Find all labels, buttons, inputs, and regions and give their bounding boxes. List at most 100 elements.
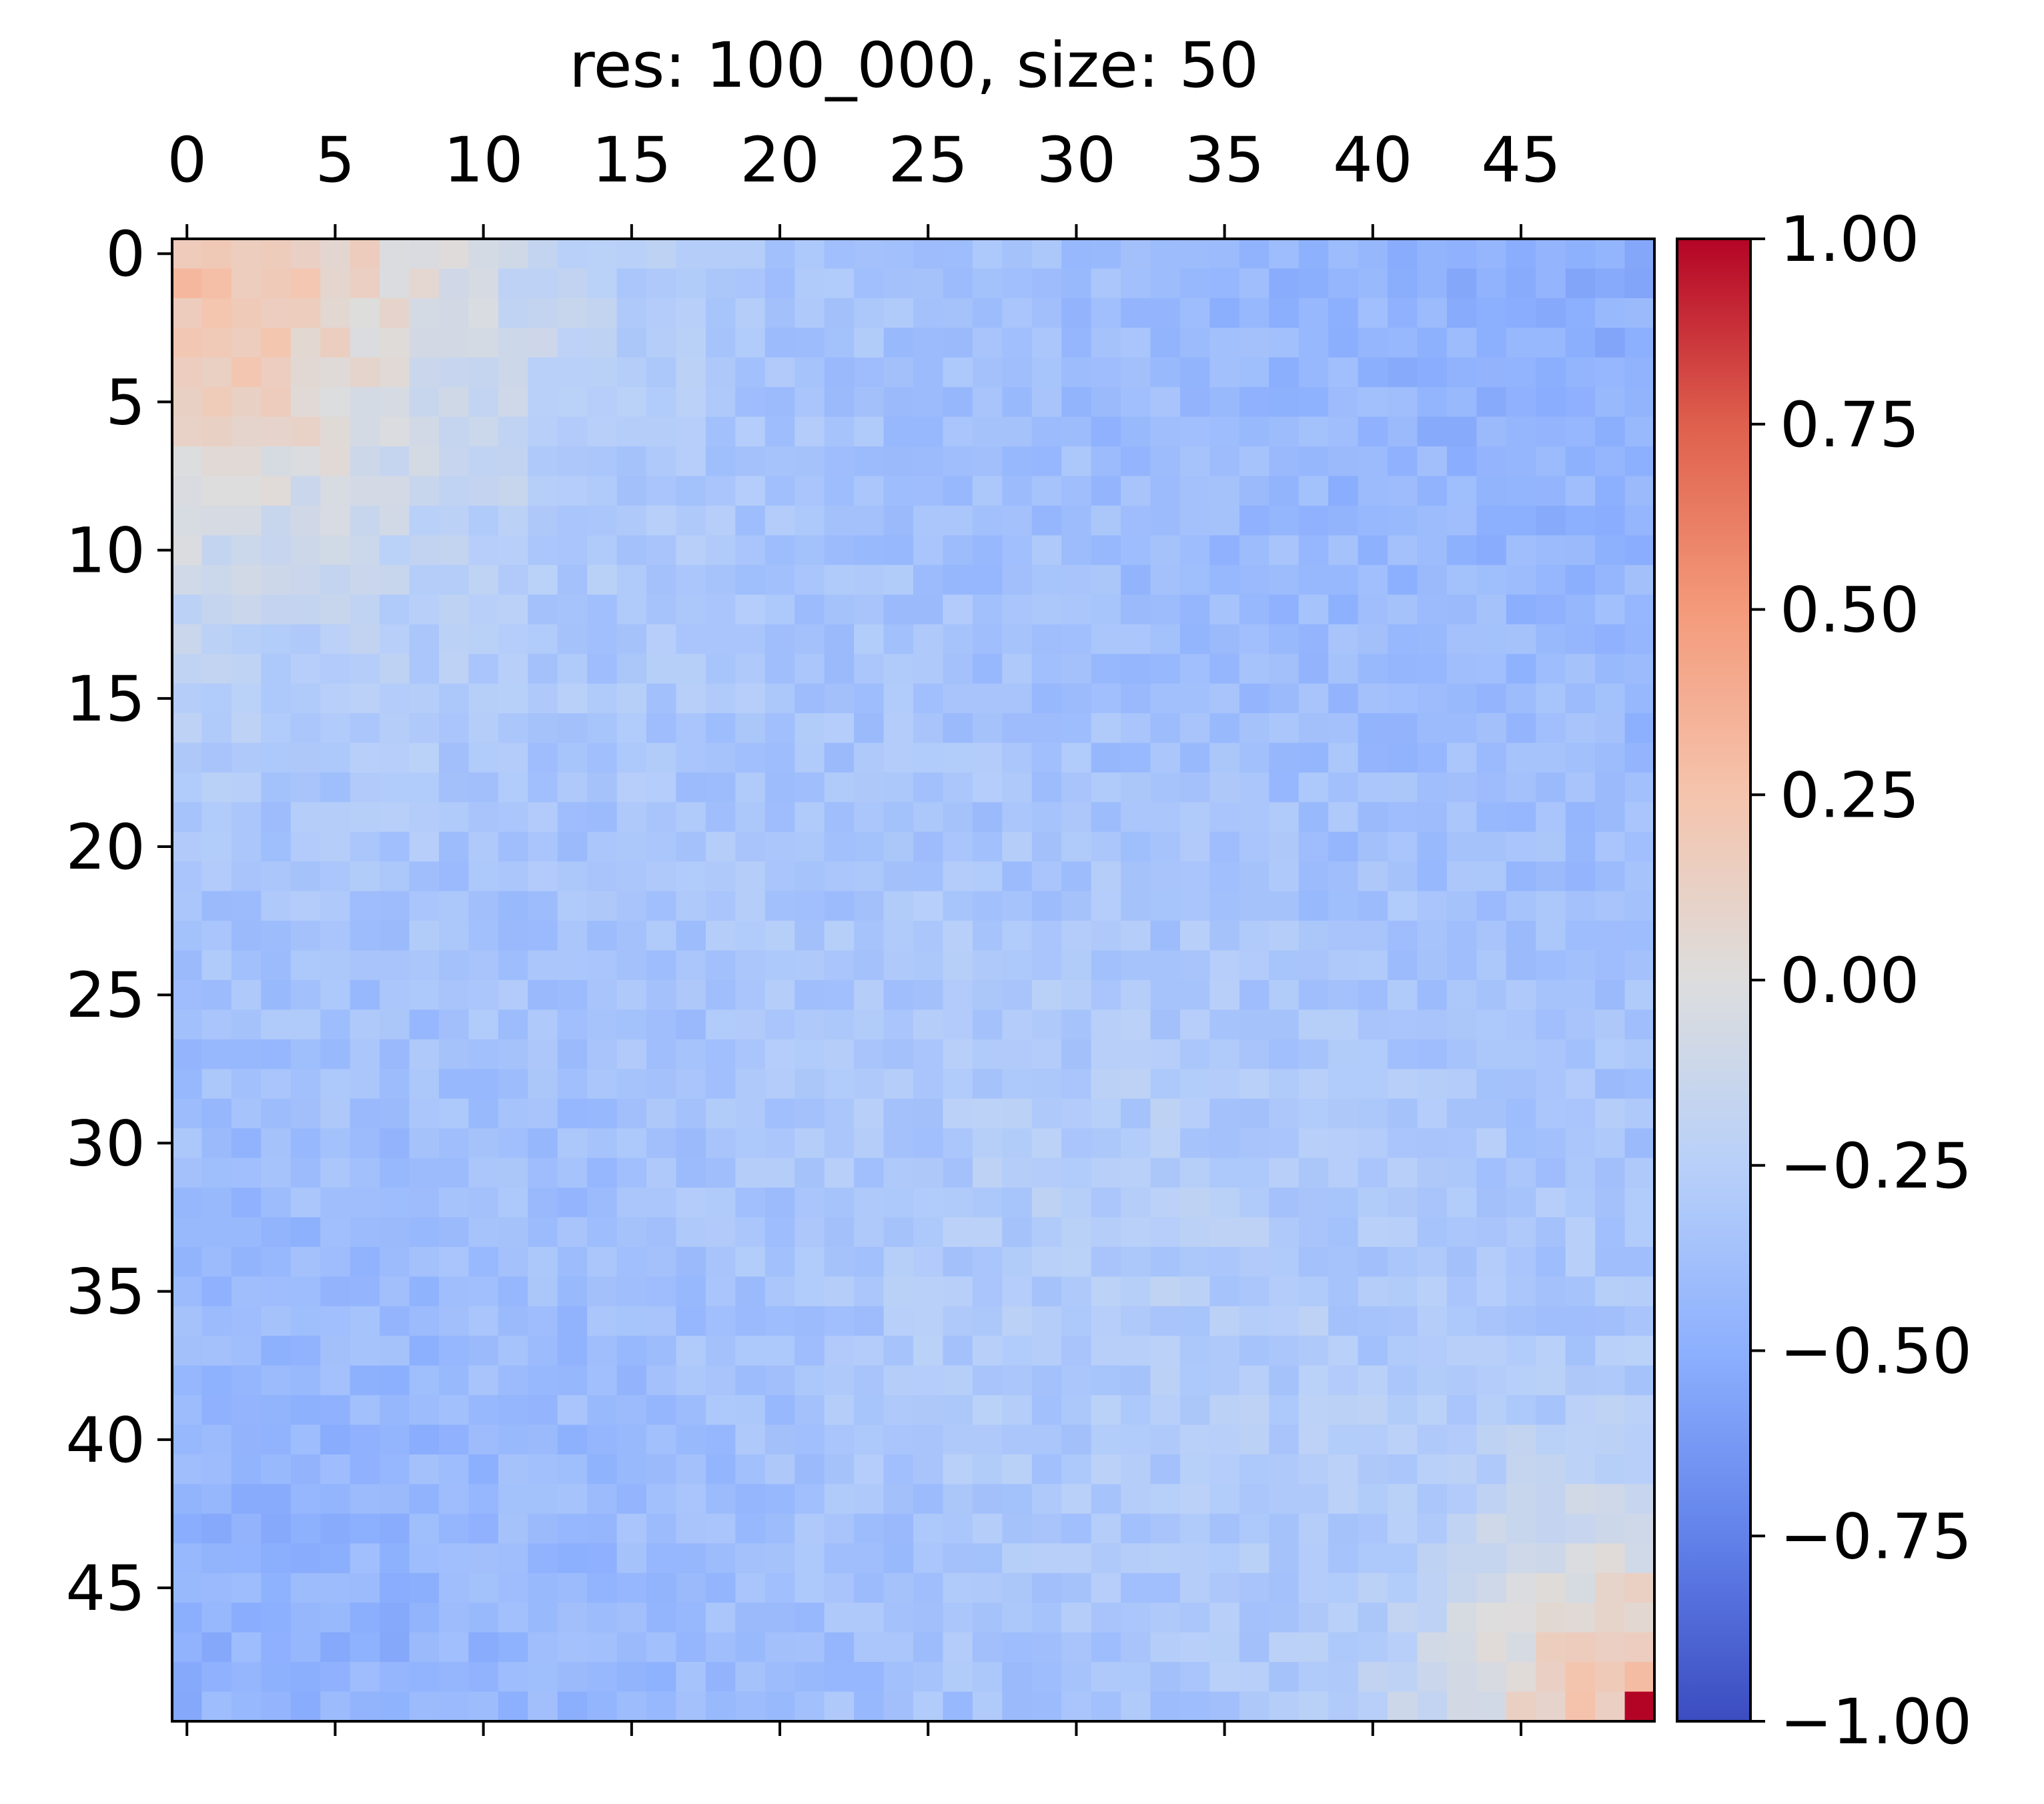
- heatmap-cell: [735, 654, 766, 685]
- heatmap-cell: [972, 1484, 1003, 1514]
- heatmap-cell: [1506, 594, 1536, 625]
- heatmap-cell: [380, 950, 410, 981]
- heatmap-cell: [824, 1484, 855, 1514]
- heatmap-cell: [1506, 1276, 1536, 1307]
- heatmap-cell: [320, 446, 351, 477]
- heatmap-cell: [587, 1009, 618, 1040]
- heatmap-cell: [172, 683, 203, 714]
- heatmap-cell: [1031, 654, 1062, 685]
- heatmap-cell: [1358, 1188, 1388, 1218]
- heatmap-cell: [764, 1188, 795, 1218]
- heatmap-cell: [1031, 268, 1062, 299]
- heatmap-cell: [764, 1691, 795, 1722]
- heatmap-cell: [1536, 1454, 1566, 1485]
- heatmap-cell: [795, 1603, 825, 1633]
- heatmap-cell: [1595, 1069, 1626, 1099]
- heatmap-cell: [1209, 328, 1240, 358]
- heatmap-cell: [1417, 1424, 1448, 1455]
- heatmap-cell: [1536, 1128, 1566, 1159]
- heatmap-cell: [1446, 624, 1477, 654]
- heatmap-cell: [764, 713, 795, 744]
- heatmap-cell: [1298, 1039, 1329, 1069]
- heatmap-cell: [231, 802, 262, 833]
- heatmap-cell: [1179, 1039, 1210, 1069]
- heatmap-cell: [438, 891, 469, 921]
- heatmap-cell: [172, 387, 203, 418]
- heatmap-cell: [1002, 1009, 1033, 1040]
- heatmap-cell: [587, 1543, 618, 1574]
- heatmap-cell: [1328, 1691, 1359, 1722]
- heatmap-cell: [676, 683, 706, 714]
- heatmap-cell: [1565, 1484, 1596, 1514]
- heatmap-cell: [468, 446, 499, 477]
- heatmap-cell: [409, 1039, 440, 1069]
- heatmap-cell: [409, 1662, 440, 1693]
- heatmap-cell: [1328, 1069, 1359, 1099]
- heatmap-cell: [380, 476, 410, 506]
- heatmap-cell: [557, 1188, 588, 1218]
- heatmap-cell: [735, 1188, 766, 1218]
- heatmap-cell: [1121, 564, 1151, 595]
- heatmap-cell: [380, 505, 410, 536]
- heatmap-cell: [1358, 713, 1388, 744]
- heatmap-cell: [1417, 921, 1448, 951]
- heatmap-cell: [1031, 239, 1062, 270]
- heatmap-cell: [1506, 683, 1536, 714]
- heatmap-cell: [616, 1662, 647, 1693]
- heatmap-cell: [1446, 1454, 1477, 1485]
- heatmap-cell: [1328, 1246, 1359, 1277]
- heatmap-cell: [1565, 446, 1596, 477]
- heatmap-cell: [1565, 328, 1596, 358]
- heatmap-cell: [1031, 713, 1062, 744]
- heatmap-cell: [290, 357, 321, 388]
- heatmap-cell: [290, 476, 321, 506]
- heatmap-cell: [172, 535, 203, 566]
- heatmap-cell: [557, 239, 588, 270]
- heatmap-cell: [1536, 654, 1566, 685]
- heatmap-cell: [1624, 1365, 1655, 1396]
- heatmap-cell: [528, 476, 558, 506]
- heatmap-cell: [380, 624, 410, 654]
- heatmap-cell: [795, 564, 825, 595]
- heatmap-cell: [290, 1039, 321, 1069]
- heatmap-cell: [1595, 1246, 1626, 1277]
- heatmap-cell: [764, 1454, 795, 1485]
- heatmap-cell: [468, 1158, 499, 1188]
- heatmap-cell: [1417, 1246, 1448, 1277]
- heatmap-cell: [498, 1217, 528, 1248]
- heatmap-cell: [1091, 624, 1121, 654]
- heatmap-cell: [616, 1632, 647, 1663]
- heatmap-cell: [468, 239, 499, 270]
- heatmap-cell: [350, 980, 380, 1011]
- heatmap-cell: [764, 861, 795, 892]
- heatmap-cell: [261, 1691, 292, 1722]
- heatmap-cell: [1061, 802, 1092, 833]
- heatmap-cell: [1388, 239, 1418, 270]
- heatmap-cell: [854, 654, 885, 685]
- heatmap-cell: [1269, 446, 1300, 477]
- heatmap-cell: [201, 1424, 232, 1455]
- heatmap-cell: [646, 861, 677, 892]
- heatmap-cell: [350, 861, 380, 892]
- heatmap-cell: [764, 1069, 795, 1099]
- heatmap-cell: [557, 683, 588, 714]
- heatmap-cell: [735, 921, 766, 951]
- heatmap-cell: [468, 743, 499, 773]
- heatmap-cell: [943, 921, 973, 951]
- heatmap-cell: [1031, 683, 1062, 714]
- heatmap-cell: [1298, 1217, 1329, 1248]
- heatmap-cell: [1446, 980, 1477, 1011]
- heatmap-cell: [972, 713, 1003, 744]
- heatmap-cell: [1388, 713, 1418, 744]
- heatmap-cell: [528, 1424, 558, 1455]
- heatmap-cell: [498, 476, 528, 506]
- heatmap-cell: [676, 1603, 706, 1633]
- heatmap-cell: [1150, 743, 1181, 773]
- heatmap-cell: [795, 239, 825, 270]
- heatmap-cell: [646, 921, 677, 951]
- heatmap-cell: [1328, 1424, 1359, 1455]
- heatmap-cell: [201, 1009, 232, 1040]
- heatmap-cell: [1179, 357, 1210, 388]
- heatmap-cell: [350, 683, 380, 714]
- heatmap-cell: [705, 476, 736, 506]
